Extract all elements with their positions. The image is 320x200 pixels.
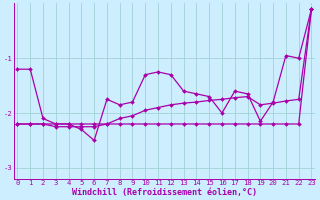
X-axis label: Windchill (Refroidissement éolien,°C): Windchill (Refroidissement éolien,°C) — [72, 188, 257, 197]
